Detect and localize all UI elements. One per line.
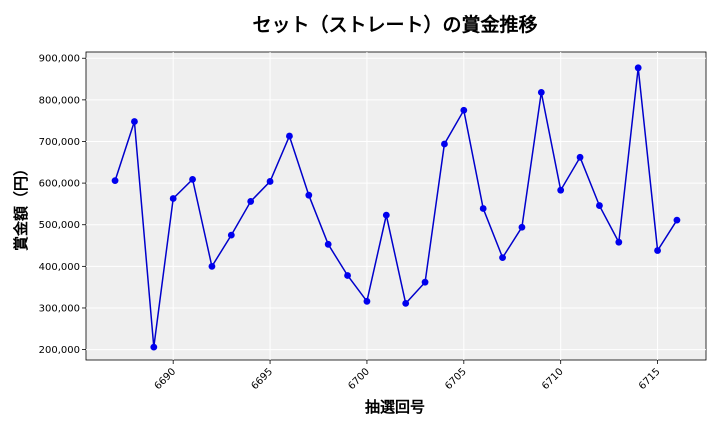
x-tick-label: 6690 bbox=[153, 366, 179, 392]
x-tick-label: 6695 bbox=[249, 366, 275, 392]
data-point bbox=[324, 240, 332, 248]
data-point bbox=[247, 198, 255, 205]
x-tick-label: 6710 bbox=[540, 366, 566, 392]
data-point bbox=[421, 278, 429, 286]
data-point bbox=[227, 231, 235, 239]
y-tick-label: 500,000 bbox=[39, 220, 80, 231]
series-line bbox=[114, 67, 678, 348]
x-tick-label: 6700 bbox=[346, 366, 372, 392]
y-tick-label: 400,000 bbox=[39, 262, 80, 273]
data-point bbox=[615, 238, 623, 246]
data-point bbox=[111, 177, 119, 185]
data-point bbox=[382, 211, 390, 219]
data-point bbox=[479, 205, 487, 212]
y-tick-label: 200,000 bbox=[39, 345, 80, 356]
x-axis: 6690 6695 6700 6705 6710 6715 bbox=[153, 360, 663, 392]
data-point bbox=[460, 106, 468, 114]
data-point bbox=[654, 247, 661, 254]
data-point bbox=[344, 272, 351, 279]
data-point bbox=[499, 254, 506, 262]
y-tick-label: 600,000 bbox=[39, 179, 80, 190]
data-point bbox=[596, 202, 603, 209]
data-point bbox=[266, 178, 274, 185]
chart-title: セット（ストレート）の賞金推移 bbox=[252, 13, 537, 36]
data-point bbox=[131, 118, 138, 125]
x-tick-label: 6705 bbox=[443, 366, 469, 392]
data-point bbox=[673, 216, 681, 224]
data-point bbox=[286, 132, 293, 140]
data-point bbox=[518, 223, 526, 231]
data-point bbox=[305, 191, 313, 199]
data-point bbox=[363, 297, 371, 305]
y-axis: 200,000 300,000 400,000 500,000 600,000 700,0… bbox=[39, 54, 86, 356]
series-markers bbox=[111, 64, 681, 351]
y-axis-title: 賞金額（円） bbox=[12, 161, 30, 251]
y-tick-label: 300,000 bbox=[39, 303, 80, 314]
data-point bbox=[189, 175, 196, 183]
data-point bbox=[576, 153, 584, 161]
data-point bbox=[402, 299, 410, 307]
data-point bbox=[537, 88, 545, 96]
y-tick-label: 900,000 bbox=[39, 54, 80, 65]
grid-lines bbox=[86, 52, 706, 360]
y-tick-label: 700,000 bbox=[39, 137, 80, 148]
data-point bbox=[557, 186, 565, 194]
data-point bbox=[150, 343, 158, 351]
y-tick-label: 800,000 bbox=[39, 95, 80, 106]
x-axis-title: 抽選回号 bbox=[365, 398, 425, 416]
x-tick-label: 6715 bbox=[637, 366, 663, 392]
data-point bbox=[634, 64, 642, 72]
data-point bbox=[441, 140, 448, 148]
data-point bbox=[169, 195, 177, 202]
plot-area bbox=[85, 51, 707, 361]
data-point bbox=[208, 262, 216, 270]
